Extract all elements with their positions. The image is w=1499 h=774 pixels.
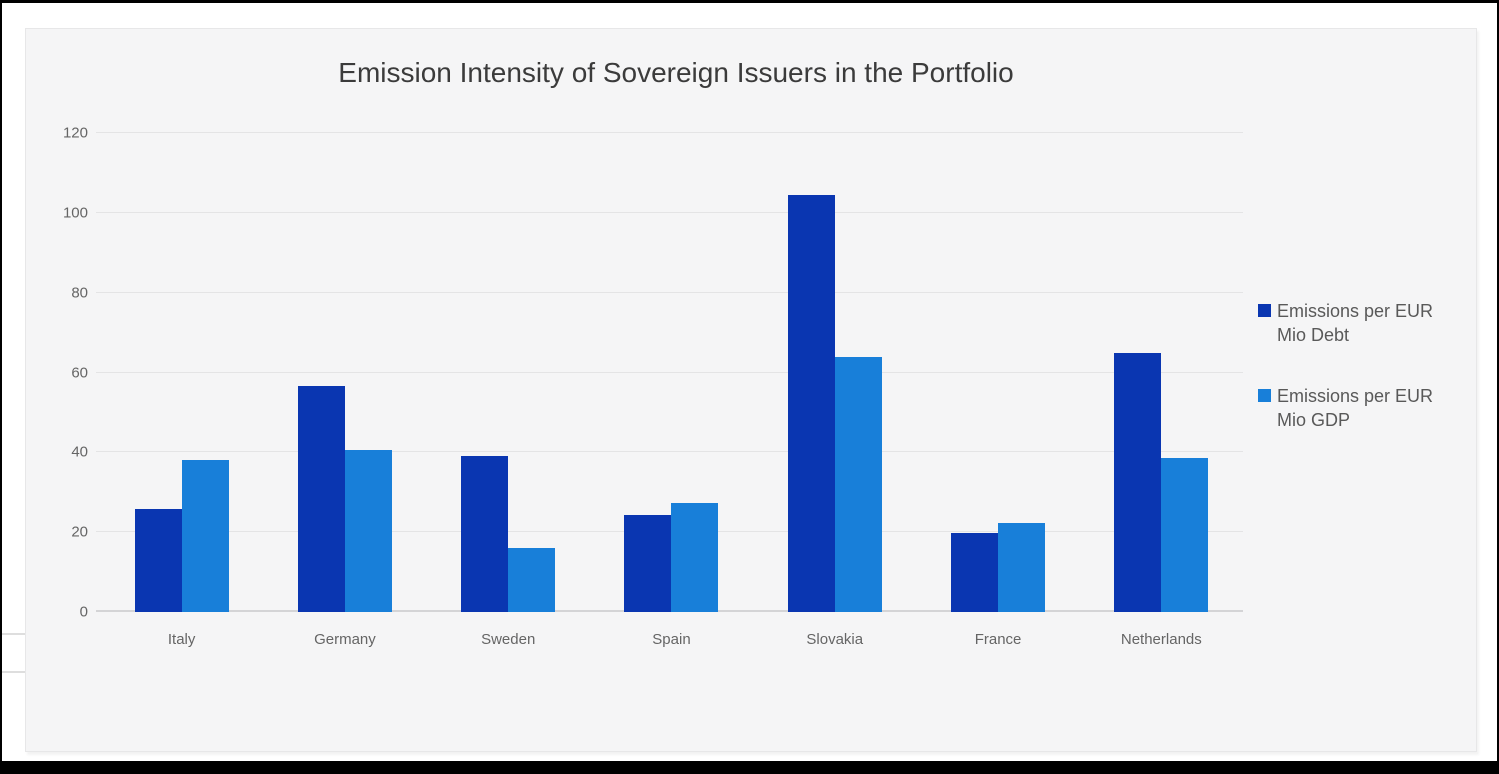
left-edge-artifact-line-1 (2, 633, 25, 635)
legend-item-debt: Emissions per EUR Mio Debt (1258, 299, 1473, 348)
bar-sweden-debt (461, 456, 509, 612)
gridline-80 (96, 291, 1243, 293)
y-tick-label-80: 80 (71, 284, 88, 302)
bar-spain-debt (624, 514, 672, 612)
bar-group-slovakia (753, 133, 916, 612)
bar-group-germany (263, 133, 426, 612)
gridline-40 (96, 451, 1243, 453)
bar-group-sweden (427, 133, 590, 612)
bar-groups (100, 133, 1243, 612)
x-axis-label-germany: Germany (314, 631, 376, 648)
bar-group-france (916, 133, 1079, 612)
y-tick-label-60: 60 (71, 364, 88, 381)
y-tick-label-120: 120 (62, 124, 88, 142)
y-tick-label-0: 0 (79, 603, 88, 621)
gridline-60 (96, 371, 1243, 373)
legend-item-gdp: Emissions per EUR Mio GDP (1258, 384, 1473, 433)
bar-slovakia-debt (787, 194, 835, 612)
x-axis-label-sweden: Sweden (481, 631, 536, 648)
y-tick-label-20: 20 (71, 523, 88, 541)
legend-label-gdp: Emissions per EUR Mio GDP (1277, 385, 1434, 430)
bar-netherlands-debt (1114, 352, 1162, 612)
legend-swatch-gdp (1258, 388, 1271, 402)
bar-italy-debt (134, 509, 182, 612)
chart-card[interactable]: Emission Intensity of Sovereign Issuers … (25, 28, 1477, 752)
bar-netherlands-gdp (1161, 457, 1209, 612)
x-axis-label-slovakia: Slovakia (806, 631, 864, 648)
bar-group-spain (590, 133, 753, 612)
bar-group-netherlands (1080, 133, 1243, 612)
gridline-120 (96, 132, 1243, 133)
y-axis-labels: 0 20 40 60 80 100 120 (26, 126, 88, 620)
bar-group-italy (100, 133, 263, 612)
x-axis-label-france: France (974, 631, 1022, 648)
bar-slovakia-gdp (834, 356, 882, 612)
x-axis-label-netherlands: Netherlands (1120, 631, 1202, 648)
x-axis-label-spain: Spain (652, 631, 691, 648)
bar-spain-gdp (671, 503, 719, 612)
chart-legend: Emissions per EUR Mio Debt Emissions per … (1258, 299, 1473, 468)
legend-label-debt: Emissions per EUR Mio Debt (1277, 301, 1434, 346)
x-axis-label-italy: Italy (167, 631, 196, 648)
plot-area (96, 132, 1243, 612)
bar-france-gdp (998, 523, 1046, 612)
bar-germany-debt (297, 386, 345, 612)
bar-germany-gdp (344, 449, 392, 612)
bar-italy-gdp (181, 459, 229, 612)
legend-swatch-debt (1258, 304, 1271, 317)
bar-france-debt (951, 532, 999, 612)
y-tick-label-100: 100 (62, 204, 88, 222)
left-edge-artifact-line-2 (2, 671, 25, 673)
gridline-100 (96, 211, 1243, 213)
chart-title: Emission Intensity of Sovereign Issuers … (338, 57, 1014, 88)
y-tick-label-40: 40 (71, 443, 88, 461)
x-axis-labels: Italy Germany Sweden Spain Slovakia France Net… (100, 631, 1243, 648)
bar-sweden-gdp (508, 548, 556, 612)
